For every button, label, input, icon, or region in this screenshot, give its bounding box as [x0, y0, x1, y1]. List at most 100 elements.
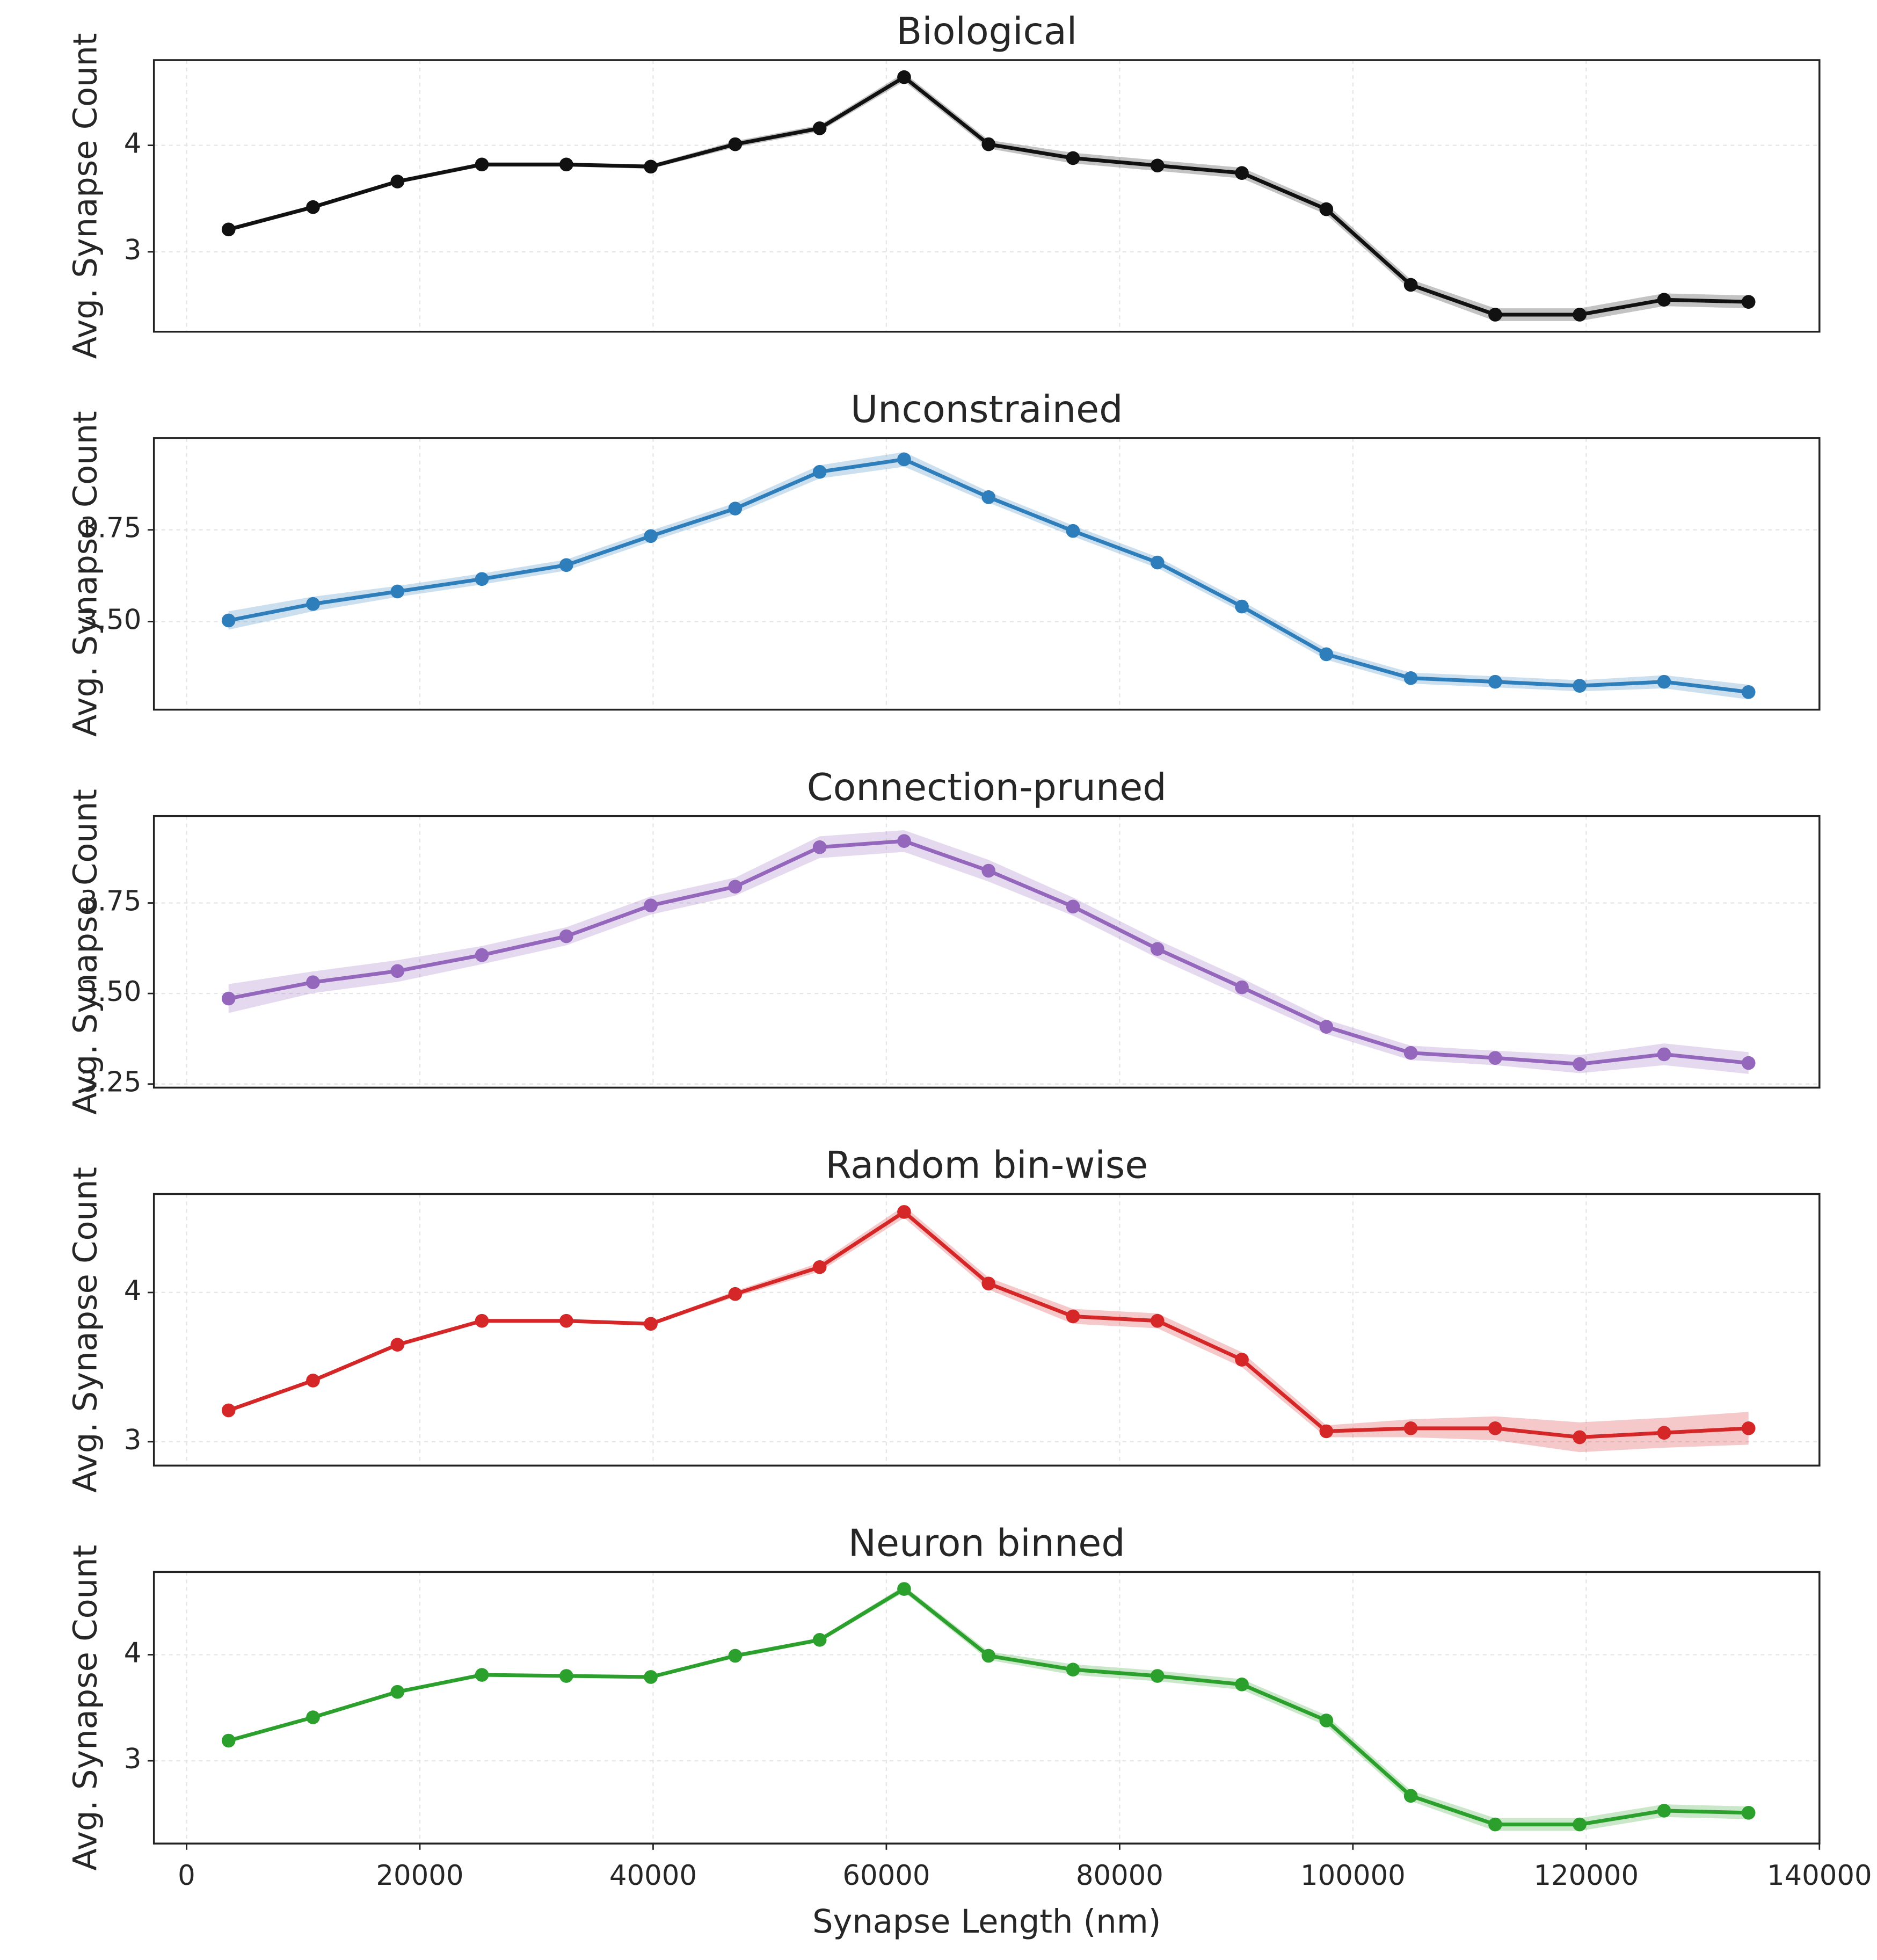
y-tick-label: 4	[124, 1275, 142, 1307]
panel: 3.25 3.50 3.75 Connection-pruned Avg. Synaps…	[67, 766, 1821, 1115]
axes-frame	[152, 815, 1821, 1089]
point	[221, 1733, 236, 1748]
point	[1573, 1430, 1587, 1444]
point	[1066, 524, 1080, 538]
point	[981, 1276, 996, 1291]
confidence-band	[228, 1206, 1749, 1453]
point	[812, 1260, 827, 1274]
point	[390, 1685, 405, 1699]
point	[1319, 202, 1334, 216]
point	[1319, 1020, 1334, 1034]
panel-title: Neuron binned	[848, 1521, 1125, 1565]
point	[1235, 166, 1249, 180]
panel-title: Connection-pruned	[807, 766, 1167, 809]
y-tick-label: 3.50	[80, 976, 141, 1008]
point	[1741, 1056, 1756, 1070]
point	[559, 929, 573, 943]
point	[897, 1582, 911, 1596]
confidence-band	[228, 452, 1749, 700]
point	[390, 175, 405, 188]
point	[897, 834, 911, 848]
point	[1403, 1421, 1418, 1435]
line	[228, 75, 1749, 317]
point	[1741, 1421, 1756, 1435]
point	[1573, 308, 1587, 322]
y-axis-label: Avg. Synapse Count	[67, 411, 105, 737]
panel: 3 4 Neuron binned Avg. Synapse Count 0 20000 4…	[67, 1521, 1872, 1940]
point	[306, 597, 320, 611]
point	[221, 991, 236, 1006]
point	[221, 613, 236, 628]
point	[1488, 308, 1502, 322]
point	[390, 584, 405, 599]
point	[1741, 685, 1756, 699]
point	[559, 157, 573, 172]
y-tick-label: 3.75	[80, 885, 141, 918]
point	[390, 964, 405, 978]
point	[644, 1317, 658, 1331]
x-tick-label: 120000	[1533, 1860, 1639, 1892]
point	[1150, 158, 1165, 173]
axes-frame	[152, 1571, 1821, 1845]
line	[228, 1586, 1749, 1827]
point	[559, 1313, 573, 1328]
point	[1066, 899, 1080, 914]
point	[644, 898, 658, 913]
point	[644, 159, 658, 174]
point	[1657, 293, 1671, 307]
point	[981, 863, 996, 878]
point	[306, 975, 320, 990]
point	[1403, 671, 1418, 685]
y-tick-label: 3.50	[80, 604, 141, 636]
y-axis-label: Avg. Synapse Count	[67, 789, 105, 1115]
point	[1150, 942, 1165, 956]
point	[390, 1338, 405, 1352]
point	[728, 137, 743, 151]
point	[1066, 1663, 1080, 1676]
point	[1319, 1424, 1334, 1439]
point	[728, 1649, 743, 1663]
point	[1488, 1051, 1502, 1065]
point	[981, 490, 996, 504]
point	[1066, 151, 1080, 165]
x-tick-label: 40000	[609, 1860, 697, 1892]
point	[1403, 278, 1418, 292]
axes-frame	[152, 1193, 1821, 1467]
point	[1488, 1421, 1502, 1435]
point	[1573, 1817, 1587, 1832]
point	[1319, 647, 1334, 662]
point	[1235, 599, 1249, 614]
point	[812, 121, 827, 135]
point	[475, 1668, 489, 1682]
point	[221, 222, 236, 237]
confidence-band	[228, 72, 1749, 321]
point	[897, 1205, 911, 1219]
axes-frame	[152, 437, 1821, 711]
point	[897, 452, 911, 467]
point	[1488, 674, 1502, 689]
point	[812, 464, 827, 479]
x-tick-label: 0	[178, 1860, 195, 1892]
point	[475, 1313, 489, 1328]
point	[306, 1710, 320, 1724]
point	[559, 558, 573, 572]
x-tick-label: 60000	[842, 1860, 930, 1892]
point	[559, 1669, 573, 1683]
x-tick-label: 100000	[1300, 1860, 1406, 1892]
x-axis-label: Synapse Length (nm)	[812, 1903, 1161, 1941]
point	[728, 880, 743, 894]
panel: 3 4 Random bin-wise Avg. Synapse Count	[67, 1144, 1821, 1493]
panel-title: Unconstrained	[850, 388, 1123, 431]
point	[644, 529, 658, 543]
y-tick-label: 4	[124, 128, 142, 160]
x-tick-label: 80000	[1076, 1860, 1163, 1892]
point	[981, 137, 996, 151]
line	[228, 1209, 1749, 1440]
y-tick-label: 3.75	[80, 512, 141, 545]
point	[1150, 1669, 1165, 1683]
y-tick-label: 3	[124, 234, 142, 266]
point	[812, 1633, 827, 1647]
x-tick-label: 20000	[376, 1860, 463, 1892]
point	[644, 1670, 658, 1684]
